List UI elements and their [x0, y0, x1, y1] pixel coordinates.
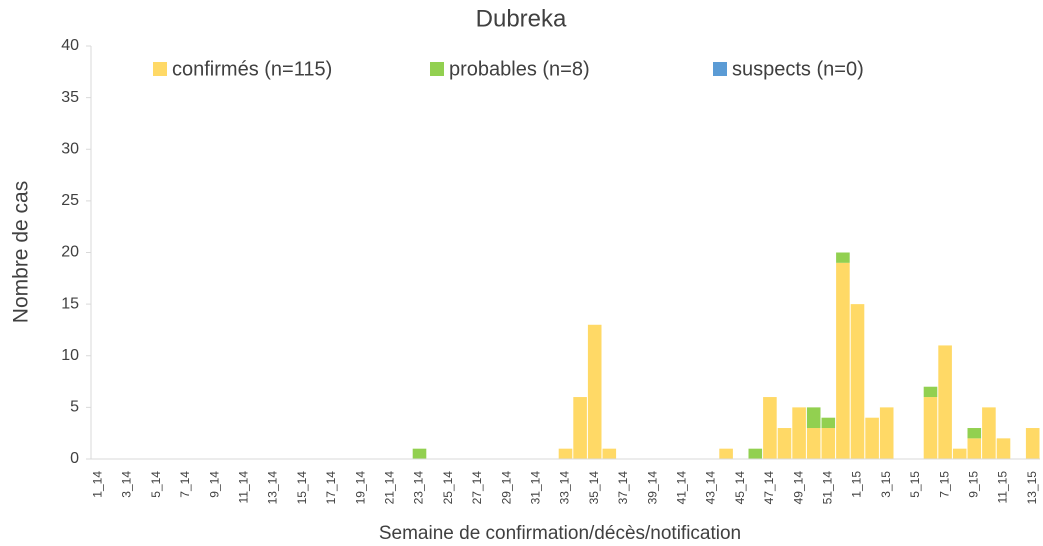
- y-tick-label: 35: [61, 89, 79, 106]
- x-tick-label: 25_14: [441, 471, 455, 505]
- legend-swatch: [153, 62, 167, 76]
- x-tick-label: 33_14: [558, 471, 572, 505]
- x-tick-label: 13_14: [266, 471, 280, 505]
- bar-segment: [777, 428, 792, 459]
- bar-segment: [821, 417, 836, 429]
- x-tick-label: 13_15: [1025, 471, 1039, 505]
- legend-swatch: [713, 62, 727, 76]
- bar-segment: [923, 397, 938, 459]
- x-tick-label: 3_14: [120, 471, 134, 498]
- y-tick-label: 40: [61, 37, 79, 54]
- legend-swatch: [430, 62, 444, 76]
- x-tick-label: 5_15: [908, 471, 922, 498]
- bar-segment: [806, 407, 821, 429]
- bar-segment: [792, 407, 806, 459]
- x-tick-label: 5_14: [149, 471, 163, 498]
- x-tick-label: 7_15: [937, 471, 951, 498]
- x-tick-label: 15_14: [295, 471, 309, 505]
- y-tick-label: 5: [70, 399, 79, 416]
- y-tick-label: 20: [61, 244, 79, 261]
- x-tick-label: 41_14: [674, 471, 688, 505]
- bar-segment: [850, 304, 865, 459]
- bar-segment: [602, 448, 617, 459]
- x-tick-label: 49_14: [791, 471, 805, 505]
- bar-segment: [996, 438, 1011, 459]
- bar-segment: [967, 438, 982, 459]
- bar-segment: [719, 448, 733, 459]
- x-tick-label: 37_14: [616, 471, 630, 505]
- y-axis-label: Nombre de cas: [10, 181, 33, 323]
- x-tick-label: 1_15: [850, 471, 864, 498]
- y-tick-label: 25: [61, 192, 79, 209]
- chart-title: Dubreka: [476, 5, 567, 32]
- x-tick-label: 19_14: [353, 471, 367, 505]
- y-tick-label: 15: [61, 295, 79, 312]
- bar-segment: [952, 448, 967, 459]
- x-axis-label: Semaine de confirmation/décès/notificati…: [379, 523, 741, 544]
- y-tick-label: 10: [61, 347, 79, 364]
- bar-segment: [587, 324, 602, 459]
- x-tick-label: 31_14: [528, 471, 542, 505]
- x-tick-label: 11_15: [996, 471, 1010, 504]
- x-tick-label: 17_14: [324, 471, 338, 505]
- x-tick-label: 7_14: [178, 471, 192, 498]
- bar-segment: [1025, 428, 1040, 459]
- bar-segment: [982, 407, 996, 459]
- x-tick-label: 9_14: [207, 471, 221, 498]
- x-tick-label: 1_14: [90, 471, 104, 498]
- bar-segment: [879, 407, 894, 459]
- legend-label: confirmés (n=115): [172, 58, 332, 80]
- legend-label: suspects (n=0): [732, 58, 864, 80]
- bar-segment: [821, 428, 836, 459]
- bar-segment: [412, 448, 427, 459]
- x-tick-label: 11_14: [236, 471, 250, 504]
- y-tick-label: 0: [70, 450, 79, 467]
- x-tick-label: 21_14: [382, 471, 396, 505]
- bar-segment: [763, 397, 777, 459]
- x-tick-label: 9_15: [966, 471, 980, 498]
- x-tick-label: 3_15: [879, 471, 893, 498]
- x-tick-label: 43_14: [704, 471, 718, 505]
- x-tick-label: 29_14: [499, 471, 513, 505]
- x-tick-label: 45_14: [733, 471, 747, 505]
- bar-segment: [573, 397, 587, 459]
- bar-segment: [748, 448, 763, 459]
- bar-segment: [923, 386, 938, 398]
- x-tick-label: 47_14: [762, 471, 776, 505]
- bar-segment: [836, 252, 850, 263]
- x-tick-label: 39_14: [645, 471, 659, 505]
- x-tick-label: 51_14: [820, 471, 834, 505]
- bar-segment: [806, 428, 821, 459]
- bar-segment: [558, 448, 573, 459]
- y-tick-label: 30: [61, 140, 79, 157]
- x-tick-label: 35_14: [587, 471, 601, 505]
- bar-segment: [836, 262, 850, 459]
- bar-segment: [865, 417, 879, 459]
- x-tick-label: 23_14: [412, 471, 426, 505]
- legend-label: probables (n=8): [449, 58, 590, 80]
- x-tick-label: 27_14: [470, 471, 484, 505]
- bar-segment: [938, 345, 952, 459]
- bar-segment: [967, 428, 982, 439]
